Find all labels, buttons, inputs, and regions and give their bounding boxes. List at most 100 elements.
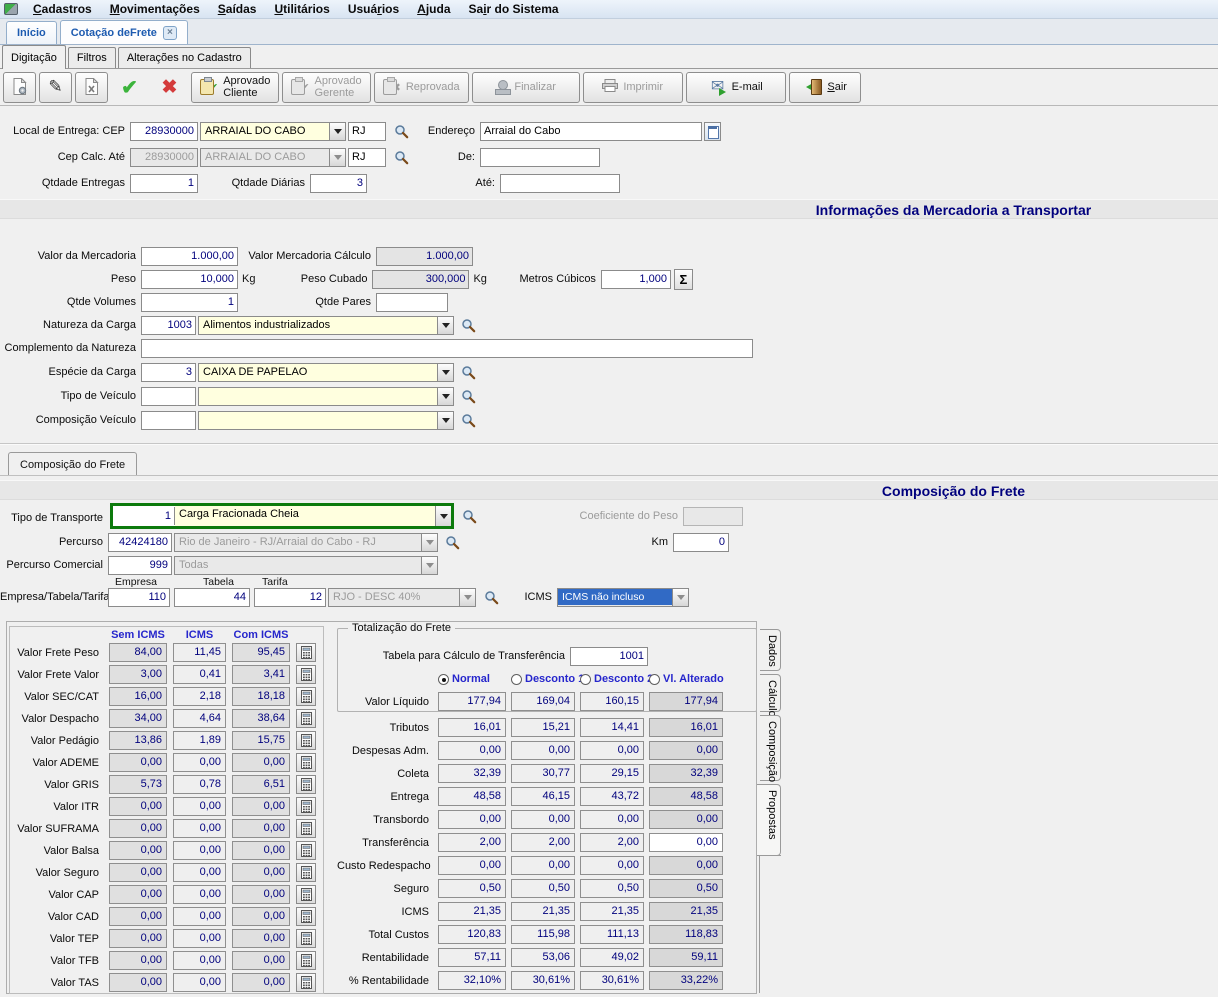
icms-cell[interactable]: 2,18 <box>173 687 226 706</box>
icms-cell[interactable]: 0,41 <box>173 665 226 684</box>
desconto1-cell[interactable]: 30,61% <box>511 971 575 990</box>
natureza-cod-input[interactable] <box>141 315 196 335</box>
cep-input[interactable] <box>130 121 198 141</box>
menu-item[interactable]: Sair do Sistema <box>468 2 559 16</box>
icms-cell[interactable]: 0,00 <box>173 819 226 838</box>
desconto2-cell[interactable]: 2,00 <box>580 833 644 852</box>
icms-cell[interactable]: 0,00 <box>173 973 226 992</box>
side-tab-composicao[interactable]: Composição <box>760 715 781 782</box>
tipo-veiculo-cod-input[interactable] <box>141 386 196 406</box>
desconto1-cell[interactable]: 53,06 <box>511 948 575 967</box>
search-city-button[interactable] <box>392 122 410 140</box>
search-tipo-transporte-button[interactable] <box>460 507 478 525</box>
normal-cell[interactable]: 2,00 <box>438 833 506 852</box>
menu-item[interactable]: Utilitários <box>274 2 330 16</box>
icms-cell[interactable]: 0,00 <box>173 951 226 970</box>
cancel-button[interactable]: ✖ <box>151 72 188 103</box>
calculator-button[interactable] <box>296 709 316 728</box>
tabela-input[interactable] <box>174 587 250 607</box>
tab-filtros[interactable]: Filtros <box>67 47 116 68</box>
calculator-button[interactable] <box>296 929 316 948</box>
normal-cell[interactable]: 0,00 <box>438 810 506 829</box>
close-tab-icon[interactable]: × <box>162 25 177 40</box>
icms-cell[interactable]: 1,89 <box>173 731 226 750</box>
desconto2-cell[interactable]: 14,41 <box>580 718 644 737</box>
desconto2-cell[interactable]: 21,35 <box>580 902 644 921</box>
composicao-veiculo-cod-input[interactable] <box>141 410 196 430</box>
km-input[interactable] <box>673 532 729 552</box>
desconto1-cell[interactable]: 46,15 <box>511 787 575 806</box>
normal-cell[interactable]: 16,01 <box>438 718 506 737</box>
normal-cell[interactable]: 120,83 <box>438 925 506 944</box>
address-lookup-button[interactable] <box>704 121 721 141</box>
normal-cell[interactable]: 0,00 <box>438 856 506 875</box>
qtd-diarias-input[interactable] <box>310 173 367 193</box>
menu-item[interactable]: Saídas <box>217 2 257 16</box>
icms-cell[interactable]: 0,00 <box>173 753 226 772</box>
calculator-button[interactable] <box>296 665 316 684</box>
confirm-button[interactable]: ✔ <box>111 72 148 103</box>
icms-cell[interactable]: 0,78 <box>173 775 226 794</box>
city-combo[interactable]: ARRAIAL DO CABO <box>200 121 346 141</box>
tarifa-input[interactable] <box>254 587 326 607</box>
percurso-cod-input[interactable] <box>108 532 172 552</box>
composicao-veiculo-combo[interactable] <box>198 410 454 430</box>
desconto1-cell[interactable]: 30,77 <box>511 764 575 783</box>
radio-vl-alterado[interactable]: Vl. Alterado <box>649 673 724 685</box>
empresa-input[interactable] <box>108 587 170 607</box>
desconto2-cell[interactable]: 43,72 <box>580 787 644 806</box>
new-record-button[interactable] <box>3 71 36 103</box>
percurso-comercial-cod-input[interactable] <box>108 555 172 575</box>
desconto1-cell[interactable]: 169,04 <box>511 692 575 711</box>
radio-desconto-2[interactable]: Desconto 2 <box>580 673 653 685</box>
menu-item[interactable]: Cadastros <box>33 2 92 16</box>
desconto1-cell[interactable]: 0,00 <box>511 856 575 875</box>
search-tarifa-button[interactable] <box>482 588 500 606</box>
peso-input[interactable] <box>141 269 238 289</box>
tabela-transferencia-input[interactable] <box>570 646 648 666</box>
desconto2-cell[interactable]: 0,00 <box>580 741 644 760</box>
icms-cell[interactable]: 0,00 <box>173 797 226 816</box>
desconto2-cell[interactable]: 49,02 <box>580 948 644 967</box>
especie-combo[interactable]: CAIXA DE PAPELAO <box>198 362 454 382</box>
icms-cell[interactable]: 0,00 <box>173 863 226 882</box>
desconto1-cell[interactable]: 15,21 <box>511 718 575 737</box>
desconto1-cell[interactable]: 2,00 <box>511 833 575 852</box>
normal-cell[interactable]: 32,10% <box>438 971 506 990</box>
desconto2-cell[interactable]: 30,61% <box>580 971 644 990</box>
calculator-button[interactable] <box>296 797 316 816</box>
icms-cell[interactable]: 0,00 <box>173 929 226 948</box>
email-button[interactable]: ✉ E-mail <box>685 71 786 103</box>
menu-item[interactable]: Ajuda <box>417 2 451 16</box>
desconto2-cell[interactable]: 0,00 <box>580 856 644 875</box>
calculator-button[interactable] <box>296 907 316 926</box>
menu-item[interactable]: Usuários <box>347 2 400 16</box>
normal-cell[interactable]: 57,11 <box>438 948 506 967</box>
search-city-calc-button[interactable] <box>392 148 410 166</box>
natureza-combo[interactable]: Alimentos industrializados <box>198 315 454 335</box>
desconto1-cell[interactable]: 0,00 <box>511 810 575 829</box>
search-natureza-button[interactable] <box>459 316 477 334</box>
qtde-pares-input[interactable] <box>376 292 448 312</box>
desconto1-cell[interactable]: 115,98 <box>511 925 575 944</box>
normal-cell[interactable]: 177,94 <box>438 692 506 711</box>
tipo-transporte-cod-input[interactable] <box>113 507 175 525</box>
search-tipo-veiculo-button[interactable] <box>459 387 477 405</box>
calculator-button[interactable] <box>296 643 316 662</box>
calculator-button[interactable] <box>296 973 316 992</box>
normal-cell[interactable]: 48,58 <box>438 787 506 806</box>
menu-item[interactable]: Movimentações <box>109 2 200 16</box>
numero-de-input[interactable] <box>480 147 600 167</box>
desconto2-cell[interactable]: 160,15 <box>580 692 644 711</box>
valor-mercadoria-input[interactable] <box>141 246 238 266</box>
metros-cubicos-input[interactable] <box>600 269 671 289</box>
complemento-input[interactable] <box>141 338 753 358</box>
numero-ate-input[interactable] <box>500 173 620 193</box>
sum-cubic-meters-button[interactable]: Σ <box>673 268 693 290</box>
calculator-button[interactable] <box>296 951 316 970</box>
tab-composicao-frete[interactable]: Composição do Frete <box>8 452 138 476</box>
desconto2-cell[interactable]: 29,15 <box>580 764 644 783</box>
calculator-button[interactable] <box>296 775 316 794</box>
side-tab-calculo[interactable]: Cálculo <box>760 674 781 717</box>
normal-cell[interactable]: 0,00 <box>438 741 506 760</box>
